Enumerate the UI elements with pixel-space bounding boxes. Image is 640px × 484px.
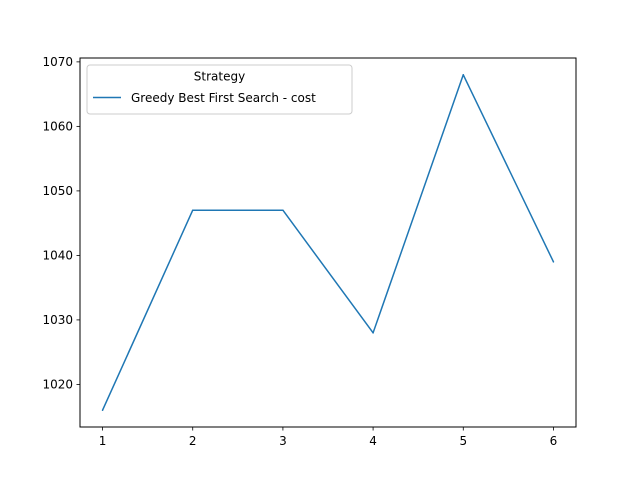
x-tick-label: 2	[189, 434, 197, 448]
series-layer	[101, 74, 555, 411]
y-tick-label: 1060	[42, 120, 73, 134]
x-tick-label: 3	[279, 434, 287, 448]
data-point	[462, 74, 465, 76]
y-tick-label: 1050	[42, 184, 73, 198]
data-point	[372, 332, 374, 334]
y-tick-label: 1030	[42, 313, 73, 327]
x-axis-ticks: 1 2 3 4 5 6	[99, 427, 558, 448]
y-tick-label: 1040	[42, 249, 73, 263]
data-point	[282, 209, 284, 211]
y-tick-label: 1020	[42, 378, 73, 392]
legend: Strategy Greedy Best First Search - cost	[86, 64, 353, 115]
legend-label-series: Greedy Best First Search - cost	[131, 91, 316, 105]
x-tick-label: 5	[459, 434, 467, 448]
x-tick-label: 4	[369, 434, 377, 448]
series-line-0	[101, 74, 555, 411]
data-point	[101, 409, 104, 411]
plot-frame	[79, 57, 577, 428]
legend-box	[86, 64, 353, 115]
y-axis-ticks: 1020 1030 1040 1050 1060 1070	[42, 55, 80, 392]
y-tick-label: 1070	[42, 55, 73, 69]
legend-title: Strategy	[194, 70, 245, 84]
data-point	[552, 261, 555, 263]
x-tick-label: 6	[550, 434, 558, 448]
x-tick-label: 1	[99, 434, 107, 448]
plot-background	[80, 58, 576, 427]
data-point	[191, 209, 194, 211]
